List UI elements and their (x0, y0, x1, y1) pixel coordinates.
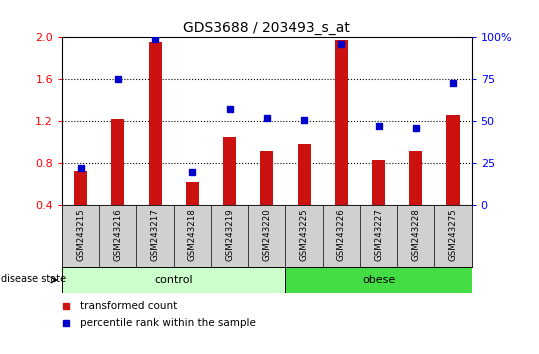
Text: percentile rank within the sample: percentile rank within the sample (80, 318, 256, 328)
Text: GSM243226: GSM243226 (337, 209, 346, 262)
Bar (74, 171, 87, 205)
Text: GSM243215: GSM243215 (76, 209, 85, 262)
Text: GSM243218: GSM243218 (188, 209, 197, 262)
Bar (112, 119, 125, 205)
Title: GDS3688 / 203493_s_at: GDS3688 / 203493_s_at (183, 21, 350, 35)
Text: GSM243228: GSM243228 (411, 209, 420, 262)
Text: control: control (154, 275, 193, 285)
Bar (223, 137, 236, 205)
Text: GSM243220: GSM243220 (262, 209, 271, 262)
Text: transformed count: transformed count (80, 301, 178, 311)
Bar (409, 151, 422, 205)
Text: GSM243217: GSM243217 (150, 209, 160, 262)
Text: GSM243216: GSM243216 (113, 209, 122, 262)
Bar (446, 115, 460, 205)
Text: obese: obese (362, 275, 395, 285)
Bar (149, 42, 162, 205)
Text: GSM243227: GSM243227 (374, 209, 383, 262)
Text: GSM243225: GSM243225 (300, 209, 308, 262)
Bar (260, 151, 273, 205)
Text: GSM243275: GSM243275 (448, 209, 458, 262)
Text: GSM243219: GSM243219 (225, 209, 234, 261)
Bar (298, 144, 310, 205)
Bar (372, 160, 385, 205)
Bar (62, 267, 286, 293)
Bar (186, 182, 199, 205)
Bar (335, 40, 348, 205)
Bar (286, 267, 472, 293)
Text: disease state: disease state (1, 274, 66, 284)
